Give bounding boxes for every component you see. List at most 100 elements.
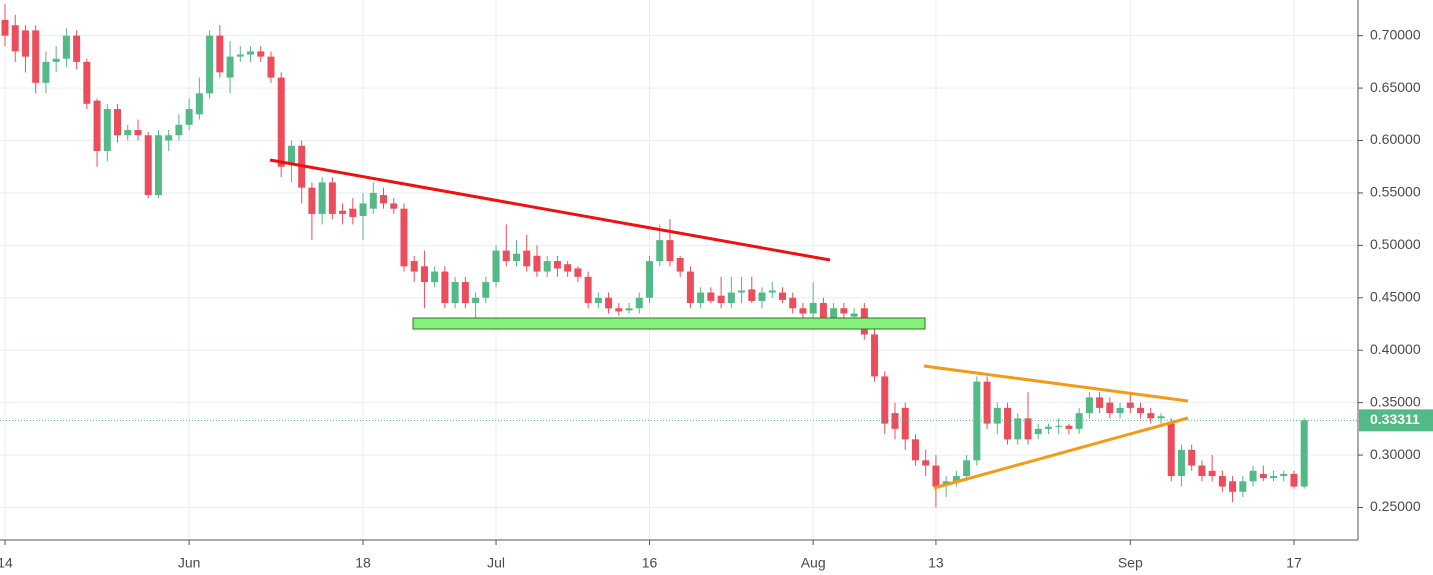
- candle-body: [1198, 465, 1206, 477]
- x-tick-label: 14: [0, 555, 13, 571]
- candle-body: [748, 289, 756, 301]
- candle-body: [605, 297, 613, 309]
- candle-body: [492, 250, 500, 283]
- candle-body: [1106, 402, 1114, 414]
- candle-body: [1085, 397, 1093, 414]
- y-tick-label: 0.65000: [1370, 79, 1421, 95]
- candle-body: [1147, 413, 1155, 419]
- candle-body: [1014, 418, 1022, 440]
- x-tick-label: Aug: [801, 555, 826, 571]
- candle-body: [1188, 449, 1196, 466]
- candle-body: [717, 295, 725, 304]
- candle-body: [973, 381, 981, 461]
- candle-body: [73, 35, 81, 62]
- candle-body: [840, 308, 848, 314]
- candle-body: [871, 334, 879, 377]
- candle-body: [308, 187, 316, 214]
- candle-body: [666, 240, 674, 262]
- x-tick-label: Jul: [487, 555, 505, 571]
- candle-body: [963, 460, 971, 477]
- candle-body: [584, 276, 592, 304]
- candle-body: [267, 56, 275, 78]
- candle-body: [502, 250, 510, 262]
- candle-body: [993, 407, 1001, 424]
- candle-body: [400, 208, 408, 267]
- candle-body: [768, 290, 776, 293]
- candle-body: [881, 376, 889, 424]
- last-price-label: 0.33311: [1370, 411, 1420, 427]
- candle-body: [850, 313, 858, 317]
- candle-body: [1096, 397, 1104, 408]
- candle-body: [574, 268, 582, 277]
- y-tick-label: 0.70000: [1370, 26, 1421, 42]
- candle-body: [952, 476, 960, 482]
- y-tick-label: 0.45000: [1370, 288, 1421, 304]
- y-tick-label: 0.25000: [1370, 498, 1421, 514]
- y-tick-label: 0.60000: [1370, 131, 1421, 147]
- candle-body: [461, 282, 469, 304]
- candle-body: [1116, 407, 1124, 414]
- candle-body: [11, 25, 19, 52]
- candle-body: [380, 195, 388, 204]
- candle-body: [103, 109, 111, 151]
- candle-body: [195, 93, 203, 115]
- last-price-box: [1359, 409, 1433, 432]
- candle-body: [1280, 473, 1288, 477]
- y-tick-label: 0.35000: [1370, 393, 1421, 409]
- candle-body: [656, 240, 664, 262]
- candle-body: [349, 208, 357, 218]
- candle-body: [42, 61, 50, 83]
- y-tick-label: 0.55000: [1370, 184, 1421, 200]
- candle-body: [144, 135, 152, 196]
- candle-body: [318, 182, 326, 214]
- candle-body: [369, 192, 377, 209]
- candle-body: [1239, 481, 1247, 492]
- candle-body: [1065, 425, 1073, 429]
- candle-body: [594, 297, 602, 304]
- x-tick-label: 13: [928, 555, 944, 571]
- axis-labels: 0.25000 0.30000 0.35000 0.40000 0.45000 0.500…: [0, 26, 1433, 571]
- candle-body: [1249, 470, 1257, 482]
- annotations: [269, 158, 1189, 490]
- candle-body: [431, 271, 439, 283]
- candle-body: [1, 19, 9, 36]
- candle-body: [1024, 418, 1032, 440]
- candle-body: [154, 135, 162, 196]
- candle-body: [451, 282, 459, 304]
- candle-body: [635, 297, 643, 309]
- candle-body: [1208, 470, 1216, 477]
- candle-body: [359, 203, 367, 216]
- candle-body: [1044, 426, 1052, 429]
- candle-body: [942, 481, 950, 485]
- candle-body: [247, 51, 255, 55]
- candle-body: [83, 61, 91, 104]
- candle-body: [1004, 407, 1012, 440]
- candle-body: [543, 261, 551, 272]
- candle-body: [206, 35, 214, 94]
- candle-body: [615, 308, 623, 312]
- candle-body: [738, 290, 746, 293]
- candle-body: [1177, 449, 1185, 477]
- candle-body: [134, 130, 142, 136]
- candle-body: [175, 124, 183, 136]
- candle-body: [645, 261, 653, 298]
- candle-body: [420, 266, 428, 283]
- candle-body: [1167, 423, 1175, 477]
- triangle-lower: [933, 416, 1189, 490]
- support-zone: [412, 317, 926, 330]
- candle-body: [216, 35, 224, 73]
- candle-body: [339, 210, 347, 214]
- candle-body: [686, 271, 694, 304]
- candle-body: [124, 130, 132, 136]
- candle-body: [441, 271, 449, 304]
- candle-body: [1055, 425, 1063, 427]
- candle-body: [1126, 402, 1134, 408]
- x-tick-label: Sep: [1118, 555, 1143, 571]
- candle-body: [328, 182, 336, 214]
- x-tick-label: Jun: [178, 555, 201, 571]
- candle-body: [1270, 476, 1278, 479]
- candle-body: [165, 135, 173, 141]
- candle-body: [257, 51, 265, 57]
- y-tick-label: 0.30000: [1370, 446, 1421, 462]
